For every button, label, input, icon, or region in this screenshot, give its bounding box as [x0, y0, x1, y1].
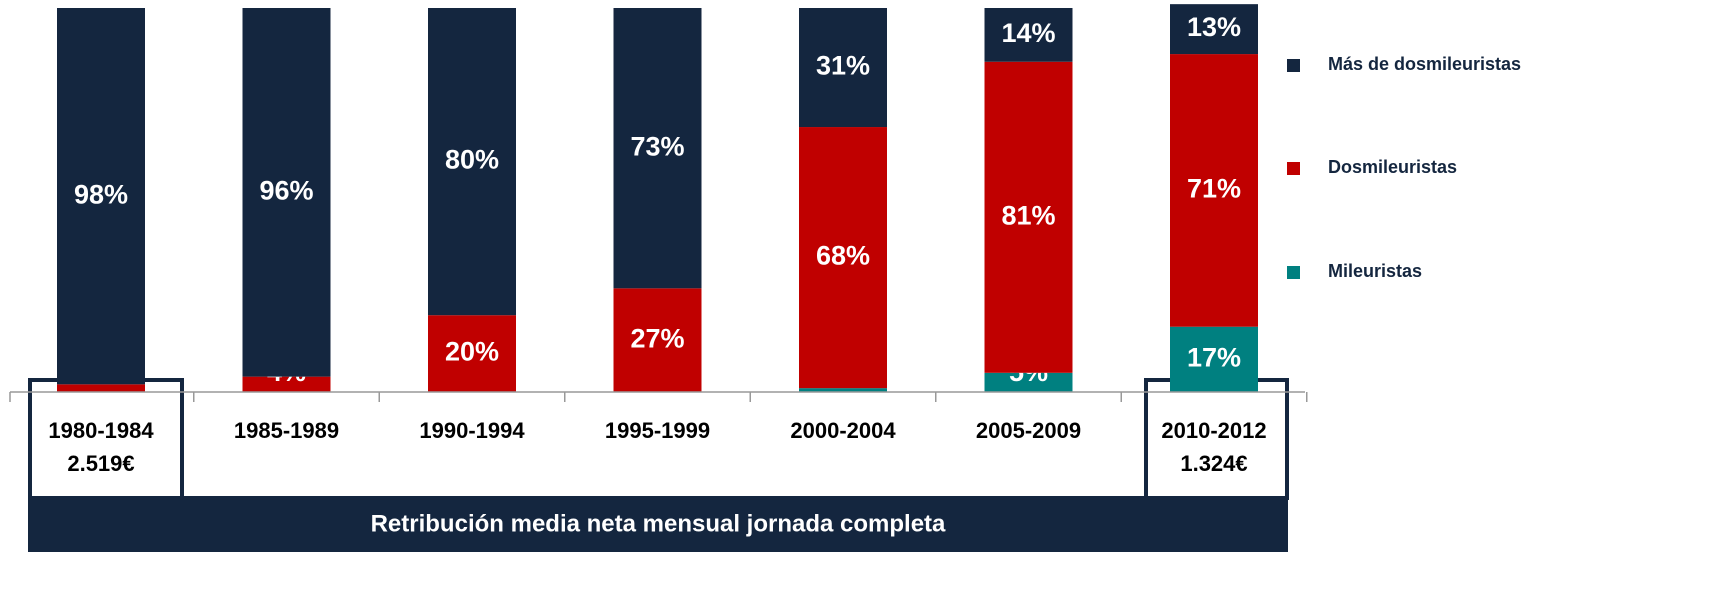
- x-tick-note: 2.519€: [67, 451, 134, 476]
- x-tick-label: 2000-2004: [790, 418, 896, 443]
- banner: [28, 496, 1288, 552]
- legend-swatch: [1287, 162, 1300, 175]
- data-label: 20%: [445, 337, 499, 367]
- x-tick-label: 1980-1984: [48, 418, 154, 443]
- bar-segment: [984, 8, 1073, 62]
- data-label: 68%: [816, 241, 870, 271]
- highlight-box: [1144, 378, 1289, 500]
- bar-segment: [799, 8, 887, 128]
- legend-swatch: [1287, 59, 1300, 72]
- data-label: 14%: [1001, 18, 1055, 48]
- legend-swatch: [1287, 266, 1300, 279]
- bar-segment: [799, 127, 887, 389]
- bar-segment: [613, 288, 702, 392]
- x-tick-note: 1.324€: [1180, 451, 1247, 476]
- data-label: 73%: [630, 131, 684, 161]
- data-label: 13%: [1187, 12, 1241, 42]
- data-label: 96%: [259, 175, 313, 205]
- bar-segment: [242, 8, 331, 377]
- data-label: 27%: [630, 323, 684, 353]
- highlight-box: [28, 378, 184, 500]
- legend-label: Más de dosmileuristas: [1328, 54, 1521, 74]
- bar-segment: [799, 388, 887, 392]
- data-label: 17%: [1187, 342, 1241, 372]
- data-label: 80%: [445, 145, 499, 175]
- data-label: 81%: [1001, 200, 1055, 230]
- bar-segment: [1170, 4, 1258, 55]
- bar-segment: [57, 8, 145, 385]
- legend-label: Mileuristas: [1328, 261, 1422, 281]
- x-tick-label: 2005-2009: [976, 418, 1081, 443]
- data-label: 98%: [74, 179, 128, 209]
- x-tick-label: 1985-1989: [234, 418, 339, 443]
- x-tick-label: 1990-1994: [419, 418, 525, 443]
- bar-segment: [984, 61, 1073, 373]
- data-label: 31%: [816, 51, 870, 81]
- bar-segment: [613, 8, 702, 289]
- x-tick-label: 2010-2012: [1161, 418, 1266, 443]
- x-axis-label: Retribución media neta mensual jornada c…: [371, 510, 946, 537]
- data-label: 71%: [1187, 174, 1241, 204]
- bar-segment: [57, 384, 145, 392]
- bar-segment: [1170, 326, 1258, 392]
- bar-segment: [242, 376, 331, 392]
- bar-segment: [984, 372, 1073, 392]
- legend-label: Dosmileuristas: [1328, 157, 1457, 177]
- bar-segment: [428, 315, 516, 392]
- bar-segment: [428, 8, 516, 316]
- x-tick-label: 1995-1999: [605, 418, 710, 443]
- bar-segment: [1170, 54, 1258, 327]
